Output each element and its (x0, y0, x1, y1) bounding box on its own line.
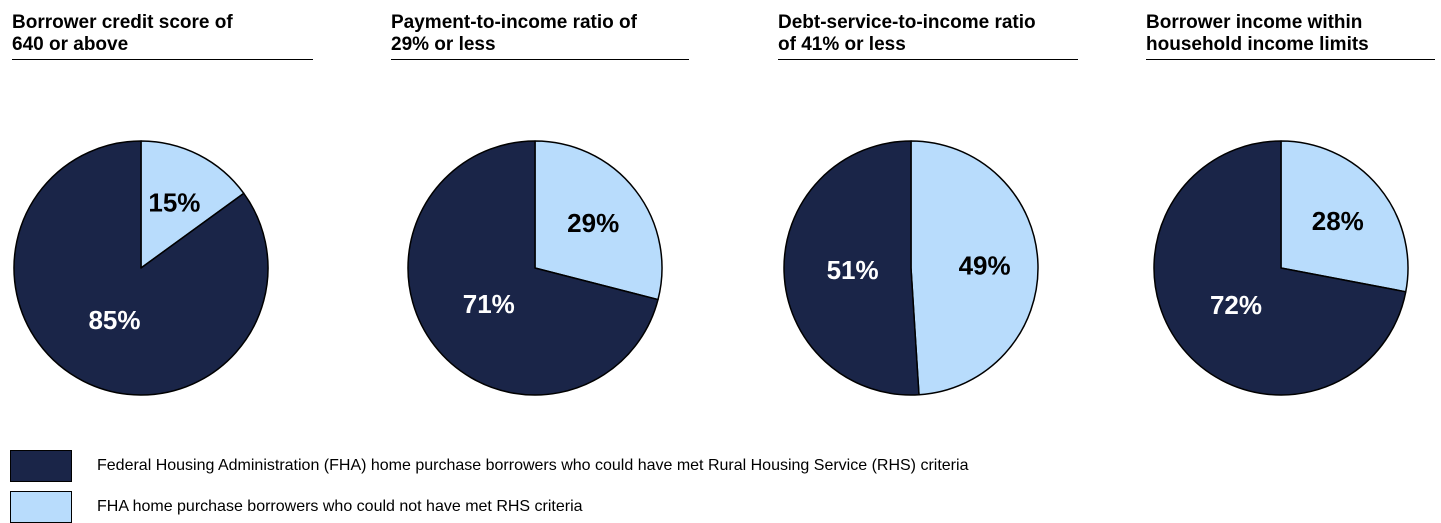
pie-data-label-met: 85% (88, 305, 140, 335)
pie-credit-score: 15% 85% (13, 140, 269, 396)
pie-slice-not-met (910, 140, 1039, 396)
pie-title-line-1: Debt-service-to-income ratio (778, 12, 1036, 33)
pie-debt-service: 49% 51% (783, 140, 1039, 396)
pie-title-line-2: of 41% or less (778, 34, 906, 55)
pie-data-label-met: 51% (827, 255, 879, 285)
pie-title-line-1: Payment-to-income ratio of (391, 12, 637, 33)
pie-data-label-not-met: 29% (567, 208, 619, 238)
pie-payment-to-income: 29% 71% (407, 140, 663, 396)
pie-title-line-1: Borrower income within (1146, 12, 1363, 33)
pie-title-household-income: Borrower income within household income … (1146, 12, 1435, 60)
pie-title-debt-service: Debt-service-to-income ratio of 41% or l… (778, 12, 1078, 60)
legend-swatch-not-met (10, 491, 72, 523)
pie-household-income: 28% 72% (1153, 140, 1409, 396)
pie-slice-not-met (534, 140, 663, 301)
pie-title-line-2: household income limits (1146, 34, 1369, 55)
pie-slice-not-met (1280, 140, 1409, 293)
pie-data-label-not-met: 15% (148, 187, 200, 217)
pie-data-label-met: 71% (463, 289, 515, 319)
pie-title-line-2: 640 or above (12, 34, 129, 55)
pie-data-label-not-met: 28% (1312, 206, 1364, 236)
pie-title-payment-to-income: Payment-to-income ratio of 29% or less (391, 12, 689, 60)
legend-swatch-met (10, 450, 72, 482)
pie-data-label-met: 72% (1210, 290, 1262, 320)
pie-slice-met (783, 140, 920, 396)
legend-label-not-met: FHA home purchase borrowers who could no… (97, 498, 583, 515)
legend-label-met: Federal Housing Administration (FHA) hom… (97, 457, 969, 474)
pie-slice-met (13, 140, 269, 396)
pie-title-credit-score: Borrower credit score of 640 or above (12, 12, 313, 60)
pie-slice-not-met (140, 140, 245, 269)
pie-title-line-2: 29% or less (391, 34, 496, 55)
pie-data-label-not-met: 49% (959, 251, 1011, 281)
pie-slice-met (1153, 140, 1407, 396)
pie-slice-met (407, 140, 659, 396)
pie-title-line-1: Borrower credit score of (12, 12, 233, 33)
